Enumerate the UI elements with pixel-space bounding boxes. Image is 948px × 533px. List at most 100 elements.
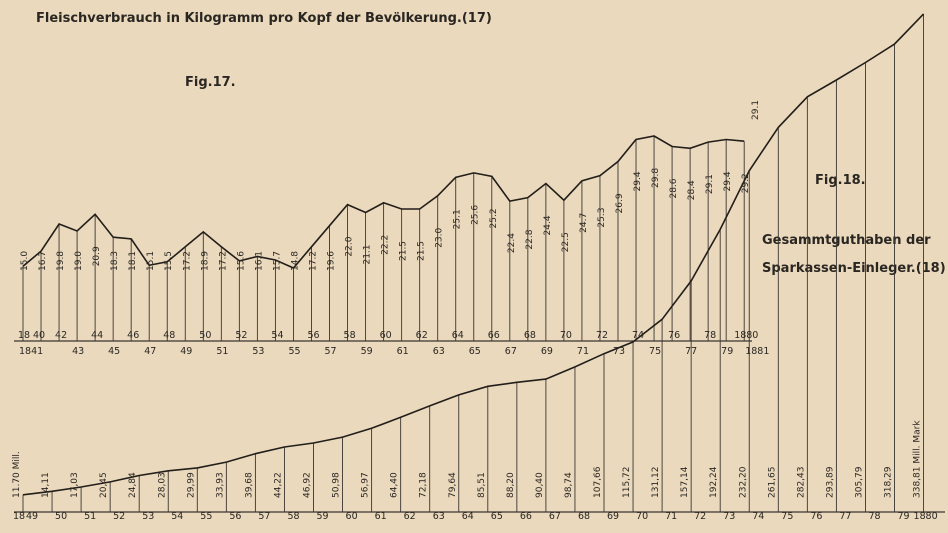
fig17-value-label: 29.4 [633,171,643,191]
fig17-value-label: 16.1 [254,251,264,271]
fig18-label: Fig.18. [815,173,866,188]
fig17-value-label: 17.2 [308,251,318,271]
fig17-value-label: 24.7 [579,213,589,233]
fig18-tick-label: 61 [375,511,387,522]
fig18-tick-label: 50 [55,511,67,522]
fig17-tick-label: 68 [524,330,536,341]
fig18-tick-label: 54 [171,511,183,522]
fig17-tick-label: 60 [380,330,392,341]
fig17-label: Fig.17. [185,75,236,90]
fig18-tick-label: 71 [665,511,677,522]
fig17-tick-label: 48 [163,330,175,341]
fig18-value-label: 98,74 [564,472,574,498]
fig17-tick-label: 66 [488,330,500,341]
fig17-tick-label: 75 [649,346,661,357]
fig17-tick-label: 45 [108,346,120,357]
fig18-value-label: 293,89 [825,466,835,498]
fig18-value-label: 88,20 [506,472,516,498]
fig17-value-label: 29.4 [723,171,733,191]
fig18-tick-label: 62 [404,511,416,522]
fig17-tick-label: 57 [325,346,337,357]
fig17-tick-label: 53 [252,346,264,357]
fig18-tick-label: 78 [868,511,880,522]
fig18-value-label: 72,18 [419,472,429,498]
fig17-tick-label: 1841 [19,346,43,357]
fig17-value-label: 26.9 [615,193,625,213]
fig17-tick-label: 73 [613,346,625,357]
fig18-tick-label: 70 [636,511,648,522]
fig17-tick-label: 77 [685,346,697,357]
fig17-tick-label: 59 [361,346,373,357]
fig18-tick-label: 73 [723,511,735,522]
fig18-value-label: 56,97 [361,472,371,498]
fig18-title-line1: Gesammtguthaben der [762,233,931,248]
fig17-tick-label: 67 [505,346,517,357]
fig18-tick-label: 49 [26,511,38,522]
fig17-value-label: 21.5 [399,241,409,261]
fig18-tick-label: 79 [898,511,910,522]
fig17-value-label: 22.0 [345,236,355,256]
fig18-tick-label: 77 [839,511,851,522]
fig18-tick-label: 59 [317,511,329,522]
fig18-value-label: 107,66 [593,466,603,498]
fig18-value-label: 50,98 [332,472,342,498]
fig17-value-label: 25.3 [597,208,607,228]
fig18-line [22,13,925,496]
fig17-value-label: 21.1 [363,244,373,264]
fig17-value-label: 24.4 [543,215,553,235]
fig17-tick-label: 62 [416,330,428,341]
fig17-tick-label: 80 [746,330,758,341]
fig18-tick-label: 18 [13,511,25,522]
fig18-tick-label: 60 [346,511,358,522]
fig17-value-label: 15.7 [272,251,282,271]
fig17-value-label: 19.6 [327,251,337,271]
fig17-tick-label: 79 [721,346,733,357]
fig18-tick-label: 57 [258,511,270,522]
fig18-value-label: 29,99 [186,472,196,498]
fig17-tick-label: 78 [704,330,716,341]
fig18-value-label: 115,72 [622,467,632,499]
fig18-tick-label: 58 [287,511,299,522]
fig17-tick-label: 65 [469,346,481,357]
fig17-tick-label: 18 [734,330,746,341]
fig17-value-label: 23.0 [435,227,445,247]
fig18-tick-label: 76 [810,511,822,522]
fig18-value-label: 338,81 Mill. Mark [913,420,923,498]
fig17-value-label: 22.5 [561,232,571,252]
fig18-tick-label: 63 [433,511,445,522]
fig17-value-label: 17.2 [182,251,192,271]
fig18-value-label: 28,03 [157,472,167,498]
fig17-value-label: 25.2 [489,208,499,228]
fig18-value-label: 261,65 [767,467,777,499]
fig18-value-label: 85,51 [477,472,487,498]
fig17-tick-label: 76 [668,330,680,341]
fig18-value-label: 20,45 [99,472,109,498]
fig18-tick-label: 68 [578,511,590,522]
fig17-tick-label: 61 [397,346,409,357]
fig17-tick-label: 56 [307,330,319,341]
fig18-value-label: 17,03 [70,472,80,498]
fig17-tick-label: 58 [344,330,356,341]
fig17-tick-label: 18 [18,330,30,341]
fig18-value-label: 232,20 [738,466,748,498]
fig17-value-label: 25.6 [471,205,481,225]
fig18-tick-label: 18 [914,511,926,522]
fig17-tick-label: 54 [271,330,283,341]
fig17-tick-label: 1881 [745,346,769,357]
fig17-value-label: 18.3 [110,251,120,271]
fig17-value-label: 21.5 [417,241,427,261]
fig17-tick-label: 63 [433,346,445,357]
fig17-tick-label: 46 [127,330,139,341]
fig17-value-label: 22.8 [525,229,535,249]
fig18-tick-label: 67 [549,511,561,522]
fig17-value-label: 22.4 [507,233,517,253]
fig17-value-label: 17.2 [218,251,228,271]
fig18-value-label: 192,24 [709,466,719,498]
fig18-value-label: 14,11 [41,472,51,498]
fig18-value-label: 44,22 [273,472,283,498]
fig17-value-label: 25.1 [453,209,463,229]
fig18-tick-label: 52 [113,511,125,522]
fig18-title-line2: Sparkassen-Einleger.(18) [762,261,946,276]
fig17-tick-label: 42 [55,330,67,341]
fig18-tick-label: 53 [142,511,154,522]
